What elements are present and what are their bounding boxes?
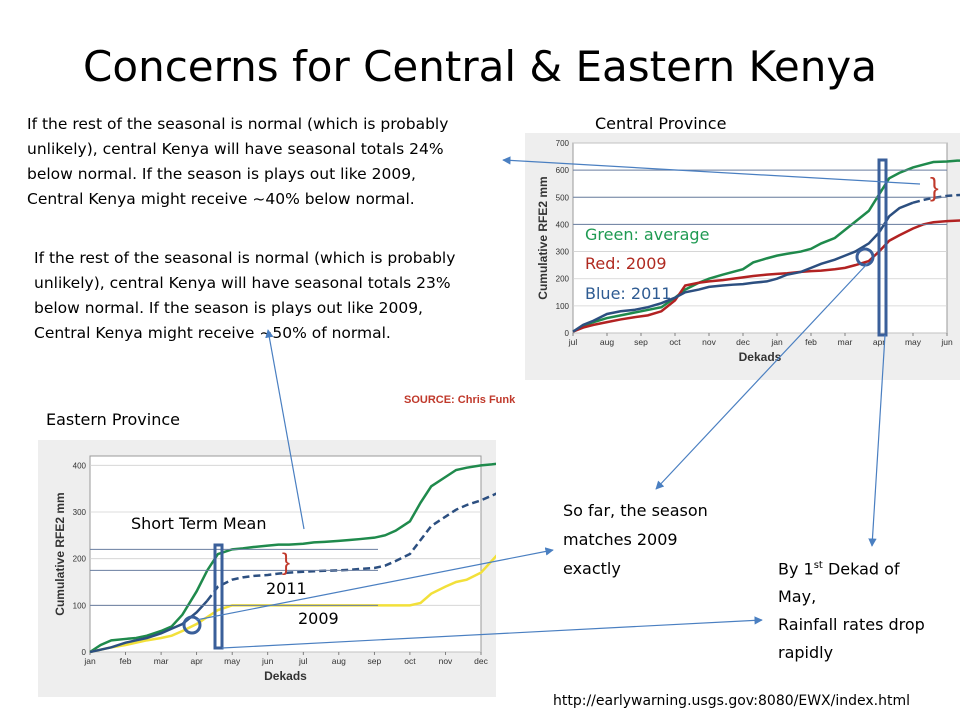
y-tick-label: 300 [556,248,570,257]
central-note-2-line: Central Kenya might receive ~50% of norm… [34,324,391,342]
central-note-1-line: below normal. If the season is plays out… [27,165,416,183]
central-note-1-line: unlikely), central Kenya will have seaso… [27,140,444,158]
central-note-1-line: If the rest of the seasonal is normal (w… [27,115,449,133]
may-note-line: Rainfall rates drop [778,615,925,635]
x-tick-label: dec [736,337,750,347]
season-note-line: matches 2009 [563,530,678,549]
x-tick-label: feb [120,656,132,666]
x-tick-label: aug [332,656,346,666]
y-tick-label: 200 [556,275,570,284]
x-tick-label: dec [474,656,488,666]
season-note-line: So far, the season [563,501,708,520]
x-tick-label: jul [298,656,308,666]
x-tick-label: nov [439,656,453,666]
y-axis-label: Cumulative RFE2 mm [536,176,550,299]
y-tick-label: 400 [73,461,87,470]
x-tick-label: feb [805,337,817,347]
y-tick-label: 600 [556,166,570,175]
x-axis-label: Dekads [739,350,782,364]
central-note-2-line: below normal. If the season is plays out… [34,299,423,317]
central-note-1: If the rest of the seasonal is normal (w… [27,112,507,212]
label-2009: 2009 [298,609,339,628]
x-tick-label: jan [83,656,96,666]
legend-red: Red: 2009 [585,254,667,273]
source-credit: SOURCE: Chris Funk [404,394,516,406]
x-tick-label: oct [404,656,416,666]
may-note-line: By 1st Dekad of [778,552,958,583]
y-tick-label: 200 [73,555,87,564]
season-note: So far, the season matches 2009 exactly [563,496,708,583]
x-tick-label: jul [568,337,578,347]
source-url[interactable]: http://earlywarning.usgs.gov:8080/EWX/in… [553,693,910,709]
x-tick-label: oct [669,337,681,347]
plot-area [89,455,482,653]
x-tick-label: apr [873,337,885,347]
x-tick-label: sep [368,656,382,666]
x-tick-label: jan [770,337,783,347]
x-axis-label: Dekads [264,669,307,683]
y-tick-label: 100 [556,302,570,311]
y-tick-label: 400 [556,220,570,229]
legend-blue: Blue: 2011 [585,284,672,303]
series-line-average [89,462,496,654]
y-tick-label: 100 [73,601,87,610]
central-province-label: Central Province [595,114,727,133]
y-tick-label: 0 [82,648,87,657]
x-tick-label: mar [838,337,853,347]
may-note: By 1st Dekad of May, Rainfall rates drop… [778,552,958,667]
y-tick-label: 500 [556,193,570,202]
y-axis-label: Cumulative RFE2 mm [53,492,67,615]
series-line-2011-forecast [912,193,960,204]
eastern-chart: 0 100 200 300 400 jan feb mar apr may jun jul aug sep… [53,455,496,683]
x-tick-label: sep [634,337,648,347]
may-note-text: Dekad of [822,559,900,579]
x-tick-label: may [224,656,241,666]
may-note-text: By 1 [778,559,814,579]
may-note-sup: st [813,560,823,571]
short-term-mean-label: Short Term Mean [131,514,267,533]
eastern-province-label: Eastern Province [46,410,180,429]
season-note-line: exactly [563,559,621,578]
legend-green: Green: average [585,225,710,244]
central-note-1-line: Central Kenya might receive ~40% below n… [27,190,415,208]
x-tick-label: aug [600,337,614,347]
y-tick-label: 700 [556,139,570,148]
y-tick-label: 0 [565,329,570,338]
central-note-2-line: unlikely), central Kenya will have seaso… [34,274,451,292]
x-tick-label: nov [702,337,716,347]
x-tick-label: may [905,337,922,347]
x-tick-label: mar [154,656,169,666]
central-note-2: If the rest of the seasonal is normal (w… [34,246,514,346]
x-tick-label: apr [190,656,202,666]
slide-title: Concerns for Central & Eastern Kenya [83,42,877,91]
label-2011: 2011 [266,579,307,598]
may-note-line: rapidly [778,643,834,663]
central-note-2-line: If the rest of the seasonal is normal (w… [34,249,456,267]
may-note-line: May, [778,587,817,607]
x-tick-label: jun [940,337,953,347]
y-tick-label: 300 [73,508,87,517]
x-tick-label: jun [261,656,274,666]
